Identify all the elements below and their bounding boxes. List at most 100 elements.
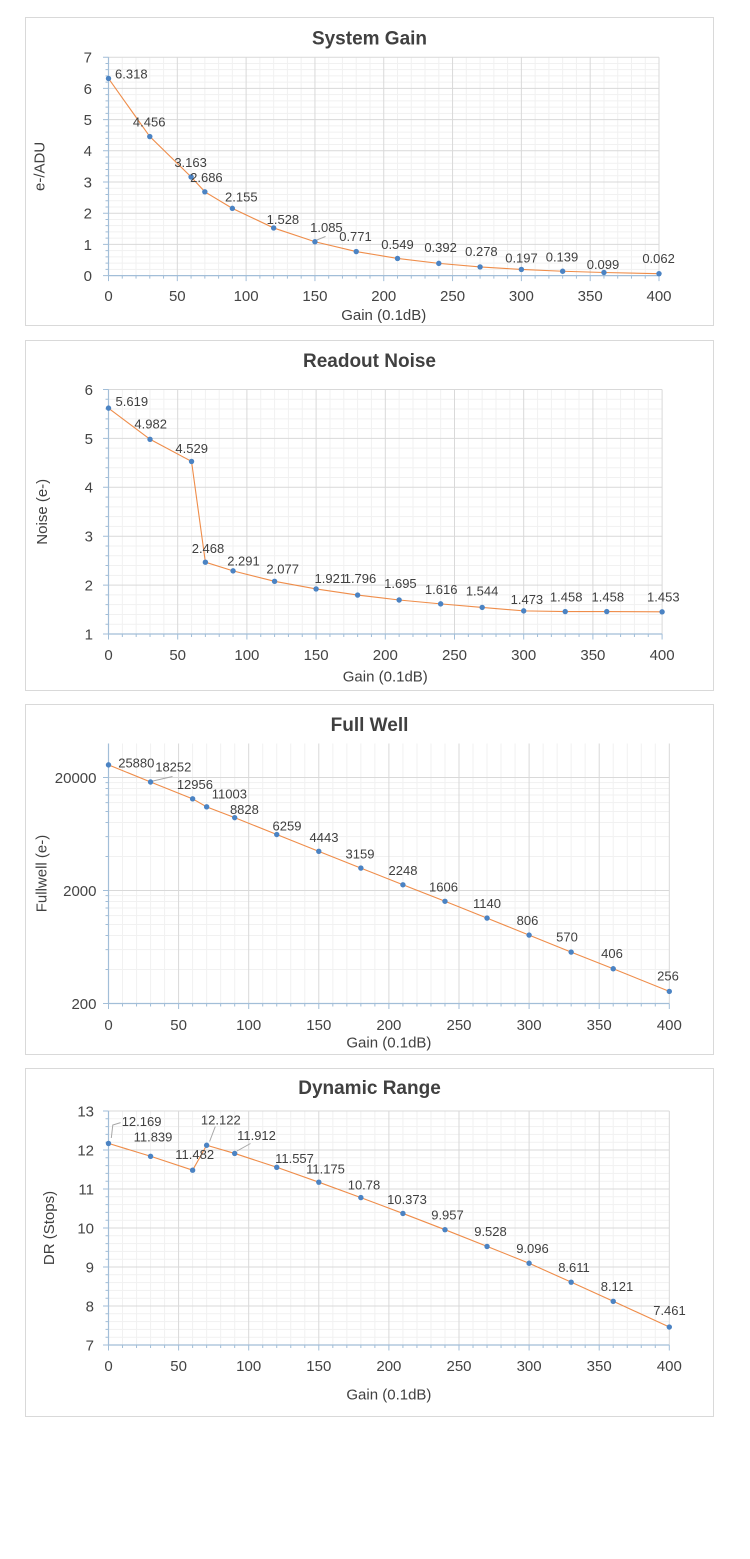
svg-text:12956: 12956: [177, 777, 213, 792]
svg-text:200: 200: [376, 1358, 401, 1375]
svg-text:0: 0: [104, 1358, 112, 1375]
svg-text:3: 3: [84, 174, 92, 191]
svg-text:256: 256: [657, 969, 679, 984]
svg-text:13: 13: [77, 1103, 94, 1120]
svg-text:1140: 1140: [473, 896, 501, 911]
svg-text:6: 6: [85, 382, 93, 399]
svg-text:10.373: 10.373: [387, 1192, 427, 1207]
svg-text:200: 200: [373, 647, 398, 664]
svg-text:25880: 25880: [118, 755, 154, 770]
svg-text:2.291: 2.291: [227, 553, 260, 568]
svg-text:11.482: 11.482: [175, 1147, 214, 1162]
svg-text:250: 250: [442, 647, 467, 664]
svg-text:Gain (0.1dB): Gain (0.1dB): [346, 1386, 431, 1403]
svg-text:1.085: 1.085: [310, 220, 343, 235]
svg-text:300: 300: [517, 1358, 542, 1375]
svg-text:1.544: 1.544: [466, 583, 499, 598]
svg-text:0.392: 0.392: [424, 240, 457, 255]
svg-text:7: 7: [86, 1337, 94, 1354]
svg-text:250: 250: [446, 1358, 471, 1375]
svg-text:2.686: 2.686: [190, 170, 223, 185]
svg-text:9: 9: [86, 1259, 94, 1276]
svg-text:0.549: 0.549: [381, 237, 414, 252]
svg-text:System Gain: System Gain: [312, 29, 427, 50]
svg-text:1.458: 1.458: [592, 590, 625, 605]
svg-text:50: 50: [170, 1358, 187, 1375]
svg-text:0.278: 0.278: [465, 244, 498, 259]
svg-text:12: 12: [77, 1142, 94, 1159]
svg-text:2.077: 2.077: [266, 562, 299, 577]
svg-text:5.619: 5.619: [116, 394, 149, 409]
svg-text:400: 400: [657, 1017, 682, 1034]
svg-text:4: 4: [84, 143, 92, 160]
svg-text:Gain (0.1dB): Gain (0.1dB): [346, 1034, 431, 1051]
svg-text:7.461: 7.461: [653, 1303, 686, 1318]
svg-text:2.155: 2.155: [225, 189, 258, 204]
svg-text:6259: 6259: [273, 818, 302, 833]
svg-text:250: 250: [446, 1017, 471, 1034]
svg-text:1: 1: [85, 626, 93, 643]
svg-text:12.122: 12.122: [201, 1112, 241, 1127]
svg-text:0: 0: [104, 1017, 112, 1034]
svg-text:10: 10: [77, 1220, 94, 1237]
svg-text:150: 150: [306, 1358, 331, 1375]
svg-text:1.458: 1.458: [550, 590, 583, 605]
svg-text:1.695: 1.695: [384, 576, 417, 591]
svg-text:400: 400: [650, 647, 675, 664]
svg-text:3.163: 3.163: [174, 155, 207, 170]
svg-text:1.528: 1.528: [267, 212, 300, 227]
svg-text:Dynamic Range: Dynamic Range: [298, 1078, 441, 1099]
svg-text:9.096: 9.096: [516, 1241, 549, 1256]
svg-text:50: 50: [169, 647, 186, 664]
svg-text:6.318: 6.318: [115, 67, 148, 82]
svg-text:18252: 18252: [155, 760, 191, 775]
svg-text:0.771: 0.771: [339, 229, 372, 244]
svg-text:100: 100: [234, 288, 259, 305]
svg-text:806: 806: [517, 913, 539, 928]
svg-text:150: 150: [302, 288, 327, 305]
svg-text:2.468: 2.468: [192, 541, 225, 556]
svg-text:1: 1: [84, 237, 92, 254]
svg-text:2: 2: [84, 206, 92, 223]
svg-text:0.062: 0.062: [642, 251, 675, 266]
svg-text:200: 200: [376, 1017, 401, 1034]
svg-text:8: 8: [86, 1298, 94, 1315]
svg-text:3: 3: [85, 529, 93, 546]
svg-text:1.473: 1.473: [511, 592, 544, 607]
svg-text:0.139: 0.139: [546, 250, 579, 265]
svg-text:50: 50: [170, 1017, 187, 1034]
svg-text:12.169: 12.169: [122, 1114, 162, 1129]
svg-text:200: 200: [371, 288, 396, 305]
svg-text:1606: 1606: [429, 880, 458, 895]
svg-text:0: 0: [84, 268, 92, 285]
svg-text:Gain (0.1dB): Gain (0.1dB): [343, 668, 428, 685]
svg-text:5: 5: [84, 112, 92, 129]
svg-text:200: 200: [71, 996, 96, 1013]
svg-text:Gain (0.1dB): Gain (0.1dB): [341, 307, 426, 324]
svg-text:11.912: 11.912: [237, 1128, 276, 1143]
svg-text:400: 400: [657, 1358, 682, 1375]
svg-text:100: 100: [234, 647, 259, 664]
svg-text:9.957: 9.957: [431, 1208, 464, 1223]
svg-text:6: 6: [84, 81, 92, 98]
svg-text:1.453: 1.453: [647, 590, 680, 605]
svg-text:300: 300: [517, 1017, 542, 1034]
svg-text:4.456: 4.456: [133, 115, 166, 130]
svg-text:2248: 2248: [389, 863, 418, 878]
svg-text:1.796: 1.796: [344, 571, 377, 586]
svg-text:4: 4: [85, 480, 93, 497]
svg-text:100: 100: [236, 1358, 261, 1375]
svg-text:11.557: 11.557: [275, 1151, 314, 1166]
svg-text:2000: 2000: [63, 883, 96, 900]
svg-text:570: 570: [556, 930, 578, 945]
svg-text:400: 400: [646, 288, 671, 305]
svg-text:2: 2: [85, 578, 93, 595]
svg-text:300: 300: [511, 647, 536, 664]
svg-text:3159: 3159: [346, 847, 375, 862]
svg-text:350: 350: [578, 288, 603, 305]
svg-text:1.921: 1.921: [315, 571, 348, 586]
svg-text:0.197: 0.197: [505, 251, 538, 266]
svg-text:0: 0: [104, 647, 112, 664]
svg-text:e-/ADU: e-/ADU: [32, 142, 49, 191]
svg-text:11.839: 11.839: [134, 1129, 173, 1144]
